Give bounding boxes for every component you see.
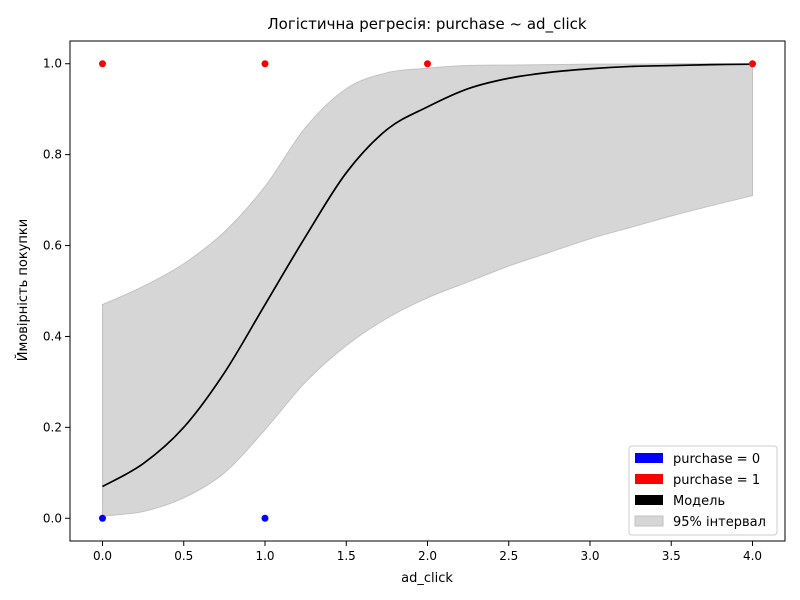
legend: purchase = 0 purchase = 1 Модель 95% інт… [628, 445, 778, 536]
legend-label-purchase-1: purchase = 1 [673, 473, 760, 488]
data-points [99, 60, 756, 522]
y-axis-label: Ймовірність покупки [15, 219, 31, 361]
legend-swatch-model [635, 495, 663, 505]
y-tick-label: 0.6 [43, 239, 62, 253]
data-point-purchase-1-2 [424, 60, 431, 68]
y-tick-label: 0.8 [43, 148, 62, 162]
data-point-purchase-0-0 [99, 514, 106, 522]
plot-area [99, 60, 756, 522]
legend-swatch-interval [634, 515, 664, 527]
x-tick-label: 3.0 [580, 549, 599, 563]
y-tick-label: 1.0 [43, 57, 62, 71]
data-point-purchase-1-3 [749, 60, 756, 68]
y-axis-ticks: 0.0 0.2 0.4 0.6 0.8 1.0 [43, 57, 70, 525]
axes-frame [69, 40, 786, 542]
legend-label-model: Модель [673, 494, 725, 509]
confidence-band [102, 63, 753, 517]
x-tick-label: 1.5 [337, 549, 356, 563]
y-tick-label: 0.2 [43, 420, 62, 434]
x-axis-label: ad_click [401, 571, 453, 586]
legend-swatch-purchase-0 [635, 453, 663, 463]
y-tick-label: 0.0 [43, 511, 62, 525]
data-point-purchase-1-0 [99, 60, 106, 68]
x-tick-label: 0.0 [93, 549, 112, 563]
data-point-purchase-1-1 [261, 60, 269, 68]
x-tick-label: 3.5 [662, 549, 681, 563]
data-point-purchase-0-1 [261, 514, 269, 522]
x-tick-label: 2.5 [499, 549, 518, 563]
legend-label-interval: 95% інтервал [673, 515, 766, 530]
x-tick-label: 4.0 [743, 549, 762, 563]
x-tick-label: 1.0 [255, 549, 274, 563]
chart-title: Логістична регресія: purchase ~ ad_click [267, 15, 587, 34]
x-tick-label: 0.5 [174, 549, 193, 563]
model-line [102, 63, 753, 488]
y-tick-label: 0.4 [43, 329, 62, 343]
legend-label-purchase-0: purchase = 0 [673, 452, 760, 467]
legend-frame [628, 445, 778, 536]
x-axis-ticks: 0.0 0.5 1.0 1.5 2.0 2.5 3.0 3.5 4.0 [93, 541, 762, 563]
legend-swatch-purchase-1 [635, 474, 663, 484]
x-tick-label: 2.0 [418, 549, 437, 563]
